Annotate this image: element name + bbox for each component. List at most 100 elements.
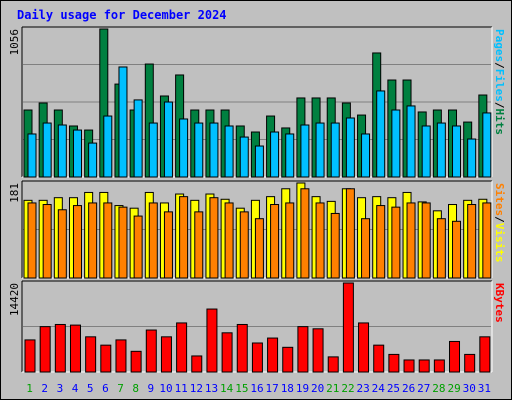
bar-files-day-21	[330, 122, 340, 178]
bar-sites-day-9	[148, 202, 158, 279]
bar-kbytes-day-4	[69, 324, 81, 373]
x-label-day-23: 23	[357, 382, 370, 395]
bar-sites-day-1	[27, 202, 37, 279]
bar-sites-day-15	[239, 211, 249, 279]
bar-kbytes-day-15	[236, 323, 248, 373]
x-label-day-24: 24	[372, 382, 386, 395]
hits-y-max-label: 1056	[8, 29, 21, 56]
kbytes-panel	[21, 280, 493, 373]
bar-sites-day-6	[103, 202, 113, 279]
x-label-day-4: 4	[72, 382, 79, 395]
bar-kbytes-day-14	[221, 332, 233, 373]
bar-kbytes-day-8	[130, 350, 142, 373]
bar-sites-day-8	[133, 215, 143, 279]
bar-kbytes-day-10	[160, 336, 172, 373]
bar-kbytes-day-23	[358, 322, 370, 373]
bar-kbytes-day-29	[449, 340, 461, 373]
legend-separator: /	[493, 102, 506, 109]
bar-files-day-29	[452, 125, 462, 178]
x-label-day-29: 29	[447, 382, 460, 395]
bar-sites-day-21	[330, 212, 340, 279]
bar-kbytes-day-20	[312, 328, 324, 373]
bar-files-day-16	[254, 145, 264, 178]
legend-separator: /	[493, 62, 506, 69]
x-label-day-28: 28	[432, 382, 445, 395]
bar-sites-day-18	[285, 202, 295, 279]
bar-sites-day-13	[209, 197, 219, 279]
bar-files-day-18	[285, 133, 295, 178]
bar-sites-day-10	[163, 211, 173, 279]
x-label-day-27: 27	[417, 382, 430, 395]
bar-kbytes-day-19	[297, 326, 309, 373]
bar-sites-day-22	[345, 188, 355, 279]
bar-kbytes-day-2	[39, 326, 51, 373]
kbytes-y-max-label: 14420	[8, 283, 21, 316]
x-label-day-14: 14	[220, 382, 234, 395]
x-label-day-16: 16	[250, 382, 263, 395]
legend-pages: Pages	[493, 29, 506, 62]
x-label-day-26: 26	[402, 382, 415, 395]
bar-sites-day-11	[179, 196, 189, 279]
bar-files-day-26	[406, 105, 416, 178]
bar-files-day-8	[133, 99, 143, 178]
bar-sites-day-26	[406, 202, 416, 279]
x-label-day-9: 9	[148, 382, 155, 395]
bar-kbytes-day-3	[54, 323, 66, 373]
x-label-day-10: 10	[159, 382, 172, 395]
bar-sites-day-4	[72, 205, 82, 279]
legend-hits: Hits	[493, 109, 506, 136]
bar-sites-day-31	[482, 202, 492, 279]
hits-files-pages-panel	[21, 26, 493, 178]
bar-sites-day-14	[224, 202, 234, 279]
bar-kbytes-day-17	[267, 337, 279, 373]
bar-files-day-31	[482, 112, 492, 178]
bar-kbytes-day-1	[24, 339, 36, 373]
bar-files-day-9	[148, 122, 158, 178]
bar-files-day-3	[57, 124, 67, 178]
bar-sites-day-16	[254, 218, 264, 279]
bar-sites-day-23	[361, 218, 371, 279]
bar-kbytes-day-7	[115, 339, 127, 373]
bar-files-day-14	[224, 125, 234, 178]
bar-kbytes-day-24	[373, 344, 385, 373]
bar-kbytes-day-6	[100, 344, 112, 373]
bar-sites-day-3	[57, 209, 67, 279]
legend-sites: Sites	[493, 183, 506, 216]
bar-files-day-23	[361, 133, 371, 178]
visits-sites-legend: Sites/Visits	[493, 183, 506, 263]
bar-files-day-12	[194, 122, 204, 178]
x-label-day-13: 13	[205, 382, 218, 395]
x-label-day-1: 1	[26, 382, 33, 395]
bar-sites-day-25	[391, 206, 401, 279]
bar-kbytes-day-26	[403, 359, 415, 373]
bar-sites-day-19	[300, 188, 310, 279]
bar-sites-day-12	[194, 211, 204, 279]
bar-kbytes-day-25	[388, 353, 400, 373]
bar-files-day-1	[27, 133, 37, 178]
x-label-day-21: 21	[326, 382, 339, 395]
bar-sites-day-5	[88, 202, 98, 279]
bar-files-day-25	[391, 109, 401, 178]
bar-files-day-22	[345, 117, 355, 178]
x-label-day-8: 8	[132, 382, 139, 395]
bar-kbytes-day-27	[418, 359, 430, 373]
bar-sites-day-30	[467, 204, 477, 279]
kbytes-legend: KBytes	[493, 283, 506, 323]
bar-kbytes-day-9	[145, 329, 157, 373]
bar-kbytes-day-5	[85, 336, 97, 373]
x-label-day-6: 6	[102, 382, 109, 395]
bar-files-day-5	[88, 142, 98, 178]
x-axis-day-labels: 1 2 3 4 5 6 7 8 9 10 11 12 13 14 15 16 17 18 19 20 21 22 23 24 2…	[26, 382, 491, 395]
x-label-day-20: 20	[311, 382, 324, 395]
bar-files-day-7	[118, 66, 128, 178]
bar-kbytes-day-11	[176, 322, 188, 373]
legend-files: Files	[493, 69, 506, 102]
bar-sites-day-17	[270, 204, 280, 279]
bar-files-day-19	[300, 124, 310, 178]
bar-sites-day-20	[315, 202, 325, 279]
x-label-day-5: 5	[87, 382, 94, 395]
x-label-day-3: 3	[57, 382, 64, 395]
x-label-day-2: 2	[41, 382, 48, 395]
x-label-day-7: 7	[117, 382, 124, 395]
